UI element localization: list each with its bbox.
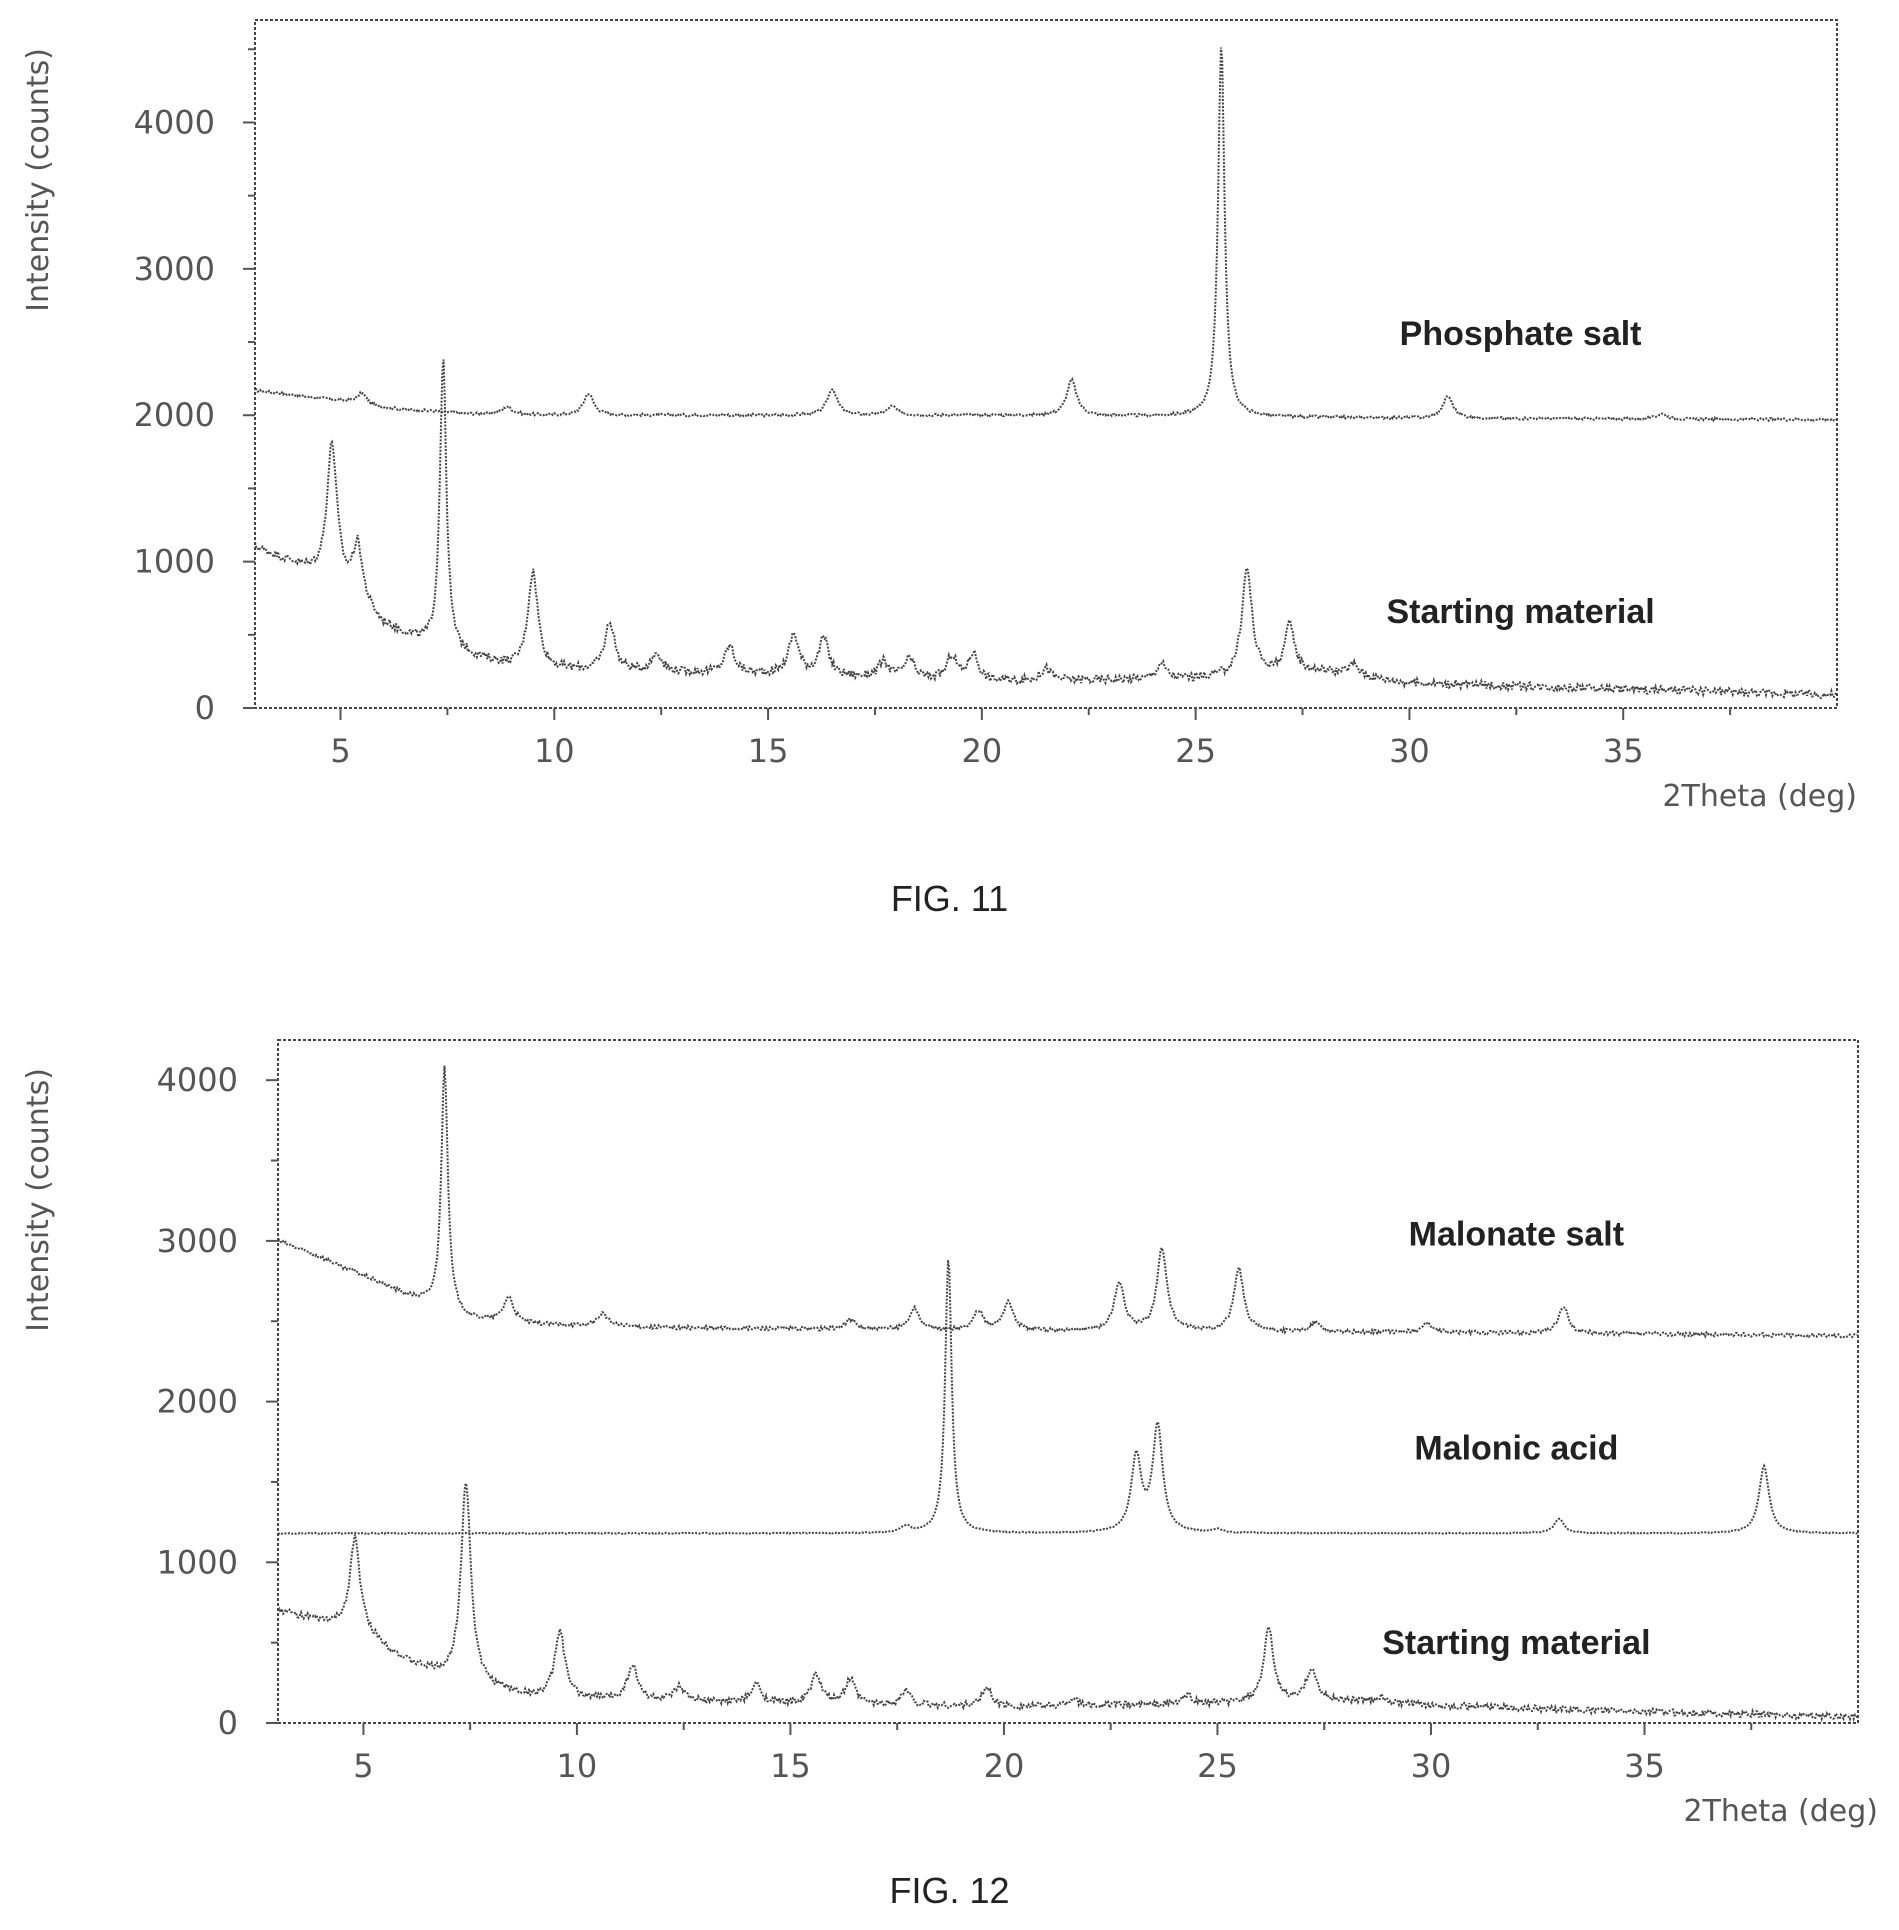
y-tick-label: 1000 [157, 1543, 238, 1581]
y-tick-label: 4000 [134, 103, 215, 141]
y-tick-label: 2000 [134, 396, 215, 434]
caption-fig11: FIG. 11 [890, 878, 1009, 919]
y-tick-label: 0 [218, 1704, 238, 1742]
y-tick-label: 2000 [157, 1383, 238, 1421]
y-axis-title: Intensity (counts) [21, 48, 56, 312]
series-line [254, 359, 1838, 700]
chart-fig11: 5 10 15 20 25 30 35 0 1000 2000 3000 4000 2Theta (de… [21, 19, 1857, 814]
x-tick-label: 5 [353, 1747, 373, 1785]
y-tick-label: 3000 [134, 250, 215, 288]
series-line [255, 47, 1838, 423]
series-label: Malonic acid [1414, 1429, 1618, 1467]
x-tick-label: 20 [962, 732, 1003, 770]
x-tick-label: 5 [330, 732, 350, 770]
series-line [277, 1065, 1858, 1340]
series-line [277, 1259, 1858, 1536]
series-label: Starting material [1386, 593, 1654, 631]
x-axis-title: 2Theta (deg) [1683, 1794, 1878, 1829]
x-tick-label: 30 [1389, 732, 1430, 770]
series-label: Starting material [1382, 1624, 1650, 1662]
y-axis-title: Intensity (counts) [21, 1068, 56, 1332]
y-tick-label: 0 [195, 689, 215, 727]
x-tick-label: 10 [557, 1747, 598, 1785]
y-tick-label: 3000 [157, 1222, 238, 1260]
y-tick-label: 4000 [157, 1061, 238, 1099]
figure-11: 5 10 15 20 25 30 35 0 1000 2000 3000 4000 2Theta (de… [0, 0, 1899, 960]
plot-frame [254, 19, 1838, 709]
x-tick-label: 35 [1624, 1747, 1665, 1785]
y-tick-label: 1000 [134, 543, 215, 581]
caption-fig12: FIG. 12 [889, 1870, 1010, 1911]
x-tick-label: 20 [984, 1747, 1025, 1785]
x-tick-label: 30 [1411, 1747, 1452, 1785]
series-label: Phosphate salt [1400, 315, 1642, 353]
x-tick-label: 10 [534, 732, 575, 770]
chart-fig12: 5 10 15 20 25 30 35 0 1000 2000 3000 4000 2Theta (de… [21, 1039, 1878, 1829]
x-tick-label: 15 [748, 732, 789, 770]
series-label: Malonate salt [1409, 1216, 1624, 1254]
x-tick-label: 25 [1175, 732, 1216, 770]
x-axis-title: 2Theta (deg) [1662, 779, 1857, 814]
x-tick-label: 15 [770, 1747, 811, 1785]
x-tick-label: 35 [1603, 732, 1644, 770]
figure-12: 5 10 15 20 25 30 35 0 1000 2000 3000 4000 2Theta (de… [0, 1000, 1899, 1930]
plot-frame [277, 1039, 1859, 1724]
x-tick-label: 25 [1197, 1747, 1238, 1785]
series-line [277, 1480, 1859, 1723]
